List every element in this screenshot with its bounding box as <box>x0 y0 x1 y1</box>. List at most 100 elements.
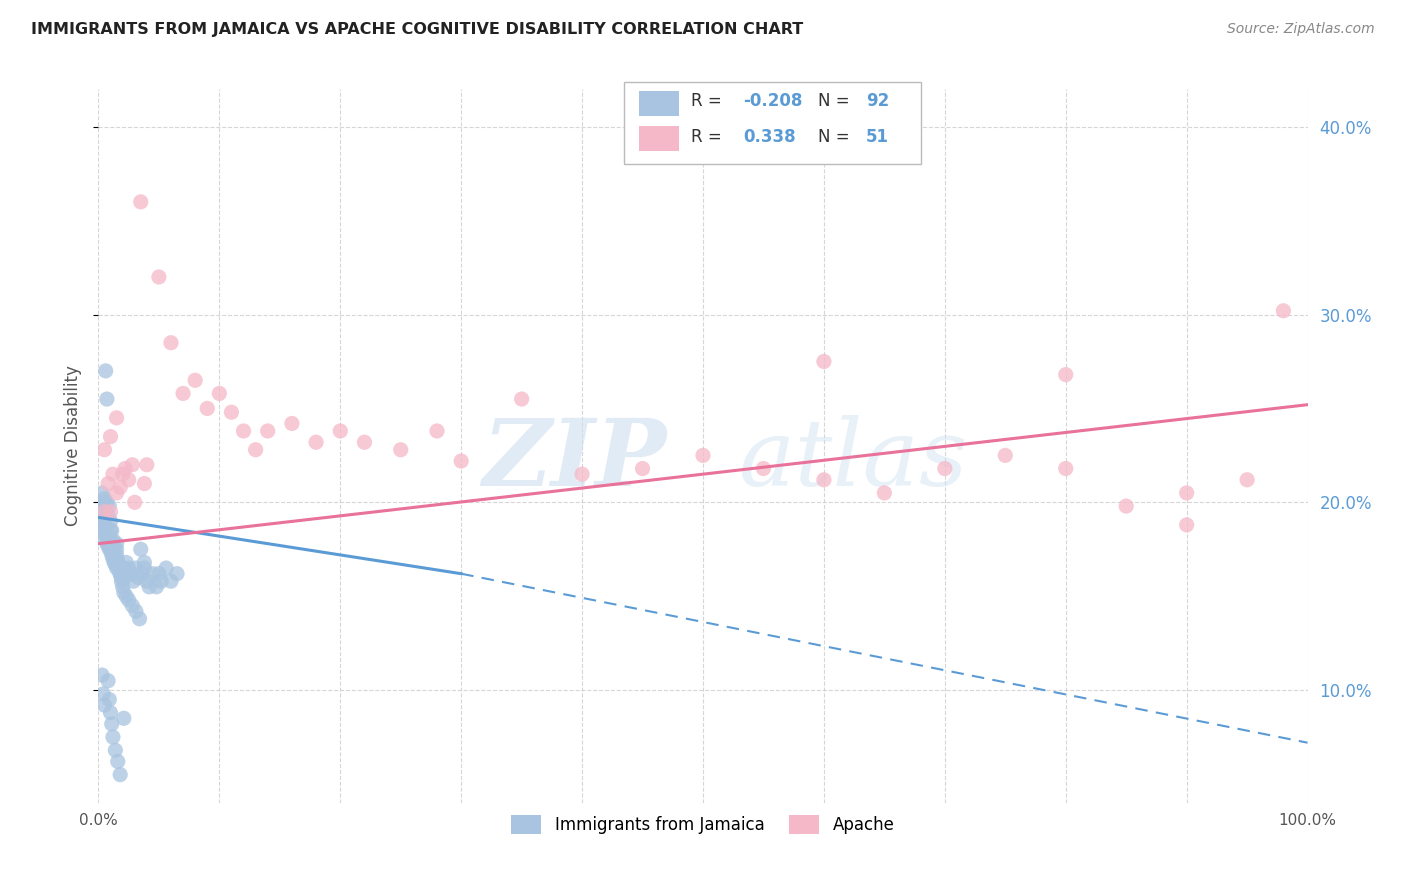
Point <box>124 495 146 509</box>
Point <box>108 566 131 581</box>
Text: 92: 92 <box>866 93 890 111</box>
Point <box>813 354 835 368</box>
Point <box>135 458 157 472</box>
Point <box>97 529 120 543</box>
Point <box>232 424 254 438</box>
Text: R =: R = <box>690 128 727 146</box>
Point <box>100 514 122 528</box>
Point <box>112 561 135 575</box>
Text: Source: ZipAtlas.com: Source: ZipAtlas.com <box>1227 22 1375 37</box>
Point <box>101 546 124 560</box>
Point <box>107 556 129 570</box>
Point <box>184 373 207 387</box>
Point <box>150 574 173 589</box>
Point <box>100 429 122 443</box>
Point <box>128 612 150 626</box>
Point <box>101 467 124 482</box>
Point <box>1175 486 1198 500</box>
Point <box>107 553 129 567</box>
Point <box>118 561 141 575</box>
Point <box>934 461 956 475</box>
Point <box>752 461 775 475</box>
Point <box>108 566 131 581</box>
Point <box>148 566 170 581</box>
Point <box>134 476 156 491</box>
Point <box>155 561 177 575</box>
Point <box>97 673 120 688</box>
Point <box>94 524 117 538</box>
Point <box>97 476 120 491</box>
Point <box>97 508 120 523</box>
Point <box>450 454 472 468</box>
Point <box>105 542 128 557</box>
Point <box>108 561 131 575</box>
Point <box>131 566 153 581</box>
Point <box>103 556 125 570</box>
Point <box>111 565 134 579</box>
Point <box>107 755 129 769</box>
Point <box>134 561 156 575</box>
Text: ZIP: ZIP <box>482 416 666 505</box>
Text: N =: N = <box>818 128 855 146</box>
Point <box>93 698 115 713</box>
Point <box>1054 368 1077 382</box>
Point <box>112 585 135 599</box>
Point <box>510 392 533 406</box>
Point <box>105 561 128 575</box>
Point <box>93 442 115 457</box>
Text: N =: N = <box>818 93 855 111</box>
Point <box>100 536 122 550</box>
Point <box>105 536 128 550</box>
Point <box>256 424 278 438</box>
Point <box>426 424 449 438</box>
Point <box>353 435 375 450</box>
Point <box>93 517 115 532</box>
Point <box>101 730 124 744</box>
Point <box>96 527 118 541</box>
Point <box>91 517 114 532</box>
Point <box>195 401 218 416</box>
Point <box>1054 461 1077 475</box>
Point <box>125 604 148 618</box>
Point <box>129 542 152 557</box>
Text: 0.338: 0.338 <box>742 128 796 146</box>
Point <box>208 386 231 401</box>
Point <box>160 335 183 350</box>
Bar <box>638 127 679 152</box>
Point <box>281 417 304 431</box>
Point <box>100 524 122 538</box>
Point <box>110 574 132 589</box>
Point <box>98 533 121 547</box>
Point <box>98 692 121 706</box>
Point <box>692 449 714 463</box>
Y-axis label: Cognitive Disability: Cognitive Disability <box>65 366 83 526</box>
Point <box>91 486 114 500</box>
Point <box>91 495 114 509</box>
Point <box>118 473 141 487</box>
Point <box>104 558 127 572</box>
Text: atlas: atlas <box>740 416 969 505</box>
Point <box>114 461 136 475</box>
Point <box>90 514 112 528</box>
Point <box>100 717 122 731</box>
Point <box>389 442 412 457</box>
Point <box>93 527 115 541</box>
Point <box>134 556 156 570</box>
Point <box>101 533 124 547</box>
Point <box>127 570 149 584</box>
Point <box>93 505 115 519</box>
Point <box>1175 517 1198 532</box>
Point <box>110 570 132 584</box>
Point <box>91 505 114 519</box>
Point <box>91 499 114 513</box>
Point <box>105 410 128 425</box>
Text: -0.208: -0.208 <box>742 93 803 111</box>
Point <box>121 599 143 613</box>
Point <box>120 566 142 581</box>
Point <box>1272 303 1295 318</box>
Point <box>104 551 127 566</box>
Point <box>1115 499 1137 513</box>
Point <box>98 499 121 513</box>
Text: IMMIGRANTS FROM JAMAICA VS APACHE COGNITIVE DISABILITY CORRELATION CHART: IMMIGRANTS FROM JAMAICA VS APACHE COGNIT… <box>31 22 803 37</box>
Point <box>94 505 117 519</box>
